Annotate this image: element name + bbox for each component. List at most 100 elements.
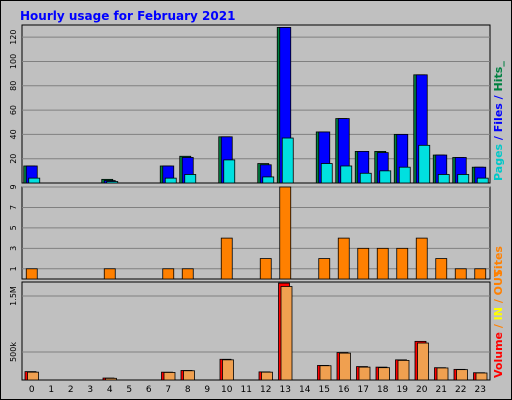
legend-entry: Volume [492,332,505,378]
plot-area-sites [21,186,491,280]
x-tick-label: 12 [260,385,271,395]
y-tick-label: 60 [9,105,18,115]
bar-sites-17 [357,247,370,280]
y-tick-label: 100 [9,54,18,69]
legend-entry: _ [492,61,505,67]
bar-sites-22 [454,268,467,280]
x-tick-label: 2 [68,385,74,395]
bar-pages-23 [476,177,489,184]
bar-pages-21 [437,174,450,184]
bar-pages-12 [262,176,275,184]
bar-pages-7 [164,177,177,184]
bar-out-13 [280,286,293,381]
y-tick-label: 1.5M [9,286,18,306]
x-tick-label: 6 [146,385,152,395]
bar-out-16 [339,352,351,381]
x-tick-label: 22 [455,385,466,395]
bar-pages-20 [418,144,431,184]
x-tick-label: 4 [107,385,113,395]
x-tick-label: 15 [319,385,330,395]
y-tick-label: 120 [9,30,18,45]
panel-volume: 500k 1.5M [9,281,491,381]
bar-sites-23 [474,268,487,280]
plot-area-volume [21,281,491,381]
x-tick-label: 11 [241,385,252,395]
x-tick-label: 7 [165,385,171,395]
legend-entry: Hits [492,66,505,91]
bar-sites-12 [259,258,272,280]
y-tick-label: 40 [9,129,18,139]
bar-pages-10 [223,159,236,184]
legend-entry: / [492,295,505,307]
bar-sites-13 [279,186,292,280]
legend-entry: / [492,320,505,332]
bar-out-12 [261,371,273,381]
legend-entry: / [492,132,505,144]
bar-out-15 [319,365,332,381]
bar-out-7 [163,372,176,381]
bar-pages-15 [320,163,333,184]
x-tick-label: 18 [377,385,389,395]
bar-sites-7 [162,268,175,280]
chart-panels: 20 40 60 80 100 120 1 3 5 7 9 500k 1.5M [9,24,491,381]
x-tick-label: 8 [185,385,191,395]
bar-out-4 [105,377,117,381]
y-tick-label: 7 [9,205,18,210]
bar-pages-16 [340,165,353,184]
legend-entry: Files [492,103,505,133]
bar-sites-19 [396,247,409,280]
x-axis: 0 1 2 3 4 5 6 7 8 9 10 11 12 13 14 15 16 17 18 19 20 21 22 23 [29,385,486,395]
x-tick-label: 19 [397,385,409,395]
bar-pages-0 [28,177,41,184]
x-tick-label: 21 [436,385,447,395]
y-tick-label: 80 [9,81,18,91]
x-tick-label: 1 [48,385,54,395]
bar-out-23 [475,372,488,381]
x-tick-label: 16 [338,385,350,395]
bar-out-10 [222,359,234,381]
y-tick-label: 1 [9,266,18,271]
y-tick-label: 9 [9,184,18,189]
bar-sites-16 [337,237,350,280]
legend-volume: Volume / IN / OUT [492,269,505,378]
bar-sites-0 [25,268,38,280]
bar-out-0 [27,371,39,381]
bar-pages-18 [379,170,392,184]
bar-pages-17 [359,172,372,184]
bar-sites-15 [318,258,331,280]
x-tick-label: 0 [29,385,35,395]
bar-out-22 [456,369,468,381]
bar-out-20 [417,342,429,381]
bar-sites-8 [181,268,194,280]
bar-sites-20 [415,237,428,280]
x-tick-label: 23 [475,385,486,395]
x-tick-label: 14 [299,385,311,395]
bar-out-18 [378,367,390,381]
chart-title: Hourly usage for February 2021 [20,9,235,23]
bar-sites-4 [103,268,116,280]
panel-hits: 20 40 60 80 100 120 [9,24,491,184]
panel-sites: 1 3 5 7 9 [9,184,491,280]
bar-sites-21 [435,258,448,280]
x-tick-label: 3 [87,385,93,395]
legend-sites: Sites [492,246,505,277]
x-tick-label: 13 [280,385,291,395]
x-tick-label: 10 [221,385,233,395]
bar-pages-19 [398,166,411,184]
bar-pages-22 [457,174,470,184]
x-tick-label: 9 [204,385,210,395]
x-tick-label: 20 [416,385,428,395]
bar-out-19 [397,359,410,381]
x-tick-label: 5 [126,385,132,395]
bar-pages-13 [281,137,294,184]
bar-sites-18 [376,247,389,280]
y-tick-label: 20 [9,154,18,164]
y-tick-label: 500k [9,342,18,362]
x-tick-label: 17 [358,385,369,395]
legend-entry: IN [492,307,505,320]
y-tick-label: 5 [9,225,18,230]
bar-sites-10 [220,237,233,280]
legend-entry: Pages [492,143,505,181]
